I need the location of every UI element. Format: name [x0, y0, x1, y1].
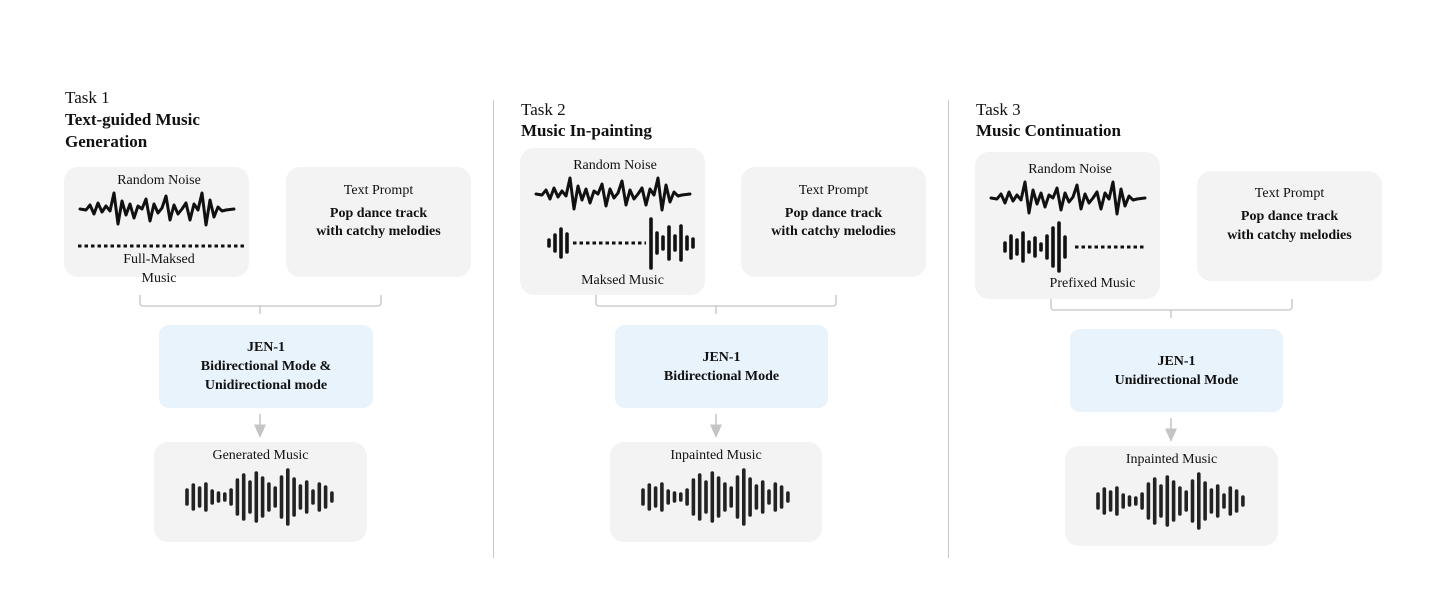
task2-bracket [595, 295, 837, 307]
task1-bracket [139, 295, 382, 307]
task2-prompt-label: Text Prompt [798, 183, 869, 198]
task1-output-label: Generated Music [212, 448, 309, 463]
task1-model-name: JEN-1 [246, 340, 286, 355]
task3-model-mode: Unidirectional Mode [1114, 372, 1239, 388]
task2-model-box: JEN-1 Bidirectional Mode [615, 325, 828, 408]
task1-model-mode-line2: Unidirectional mode [204, 378, 328, 393]
task3-output-waveform [1096, 472, 1245, 530]
task3-model-box: JEN-1 Unidirectional Mode [1070, 329, 1283, 412]
task3-prompt-label: Text Prompt [1254, 186, 1325, 201]
task2-title: Music In-painting [521, 121, 652, 140]
task2-noise-waveform [534, 176, 692, 212]
task2-noise-label: Random Noise [573, 158, 657, 173]
task1-music-label-line2: Music [141, 271, 177, 286]
task3-title: Music Continuation [976, 121, 1121, 140]
task3-output-label: Inpainted Music [1125, 452, 1218, 467]
task1-input-box [64, 167, 249, 277]
task2-masked-waveform [547, 217, 695, 270]
task2-output-waveform [641, 468, 790, 526]
task2-prompt-line2: with catchy melodies [771, 224, 896, 239]
task3-prompt-box [1197, 171, 1382, 281]
divider-2 [948, 100, 949, 558]
task3-prompt-line2: with catchy melodies [1227, 228, 1352, 243]
task1-title-line2: Generation [65, 132, 148, 151]
task1-prompt-line1: Pop dance track [329, 206, 428, 221]
task1-output-waveform [185, 468, 334, 526]
task3-bracket [1050, 299, 1293, 311]
task2-model-mode: Bidirectional Mode [663, 368, 780, 384]
task1-number: Task 1 [65, 88, 110, 107]
task2-music-label: Maksed Music [581, 273, 664, 288]
task2-output-label: Inpainted Music [670, 448, 762, 463]
task2-model-name: JEN-1 [702, 349, 741, 365]
task3-input-box [975, 152, 1160, 299]
task3-music-label: Prefixed Music [1049, 276, 1136, 291]
task2-prompt-line1: Pop dance track [784, 206, 883, 221]
task3-prefix-waveform [1003, 221, 1067, 273]
task1-prompt-box [286, 167, 471, 277]
task1-music-label-line1: Full-Maksed [123, 252, 195, 267]
task1-noise-waveform [78, 191, 236, 227]
task1-noise-label: Random Noise [117, 173, 201, 188]
task2-input-box [520, 148, 705, 295]
task1-prompt-line2: with catchy melodies [316, 224, 441, 239]
task2-number: Task 2 [521, 100, 566, 119]
task1-model-mode-line1: Bidirectional Mode & [200, 359, 332, 374]
task3-number: Task 3 [976, 100, 1021, 119]
task1-model-box: JEN-1 Bidirectional Mode & Unidirectiona… [159, 325, 373, 408]
task3-prompt-line1: Pop dance track [1240, 209, 1339, 224]
task3-model-name: JEN-1 [1157, 353, 1196, 369]
task3-noise-waveform [989, 180, 1147, 216]
divider-1 [493, 100, 494, 558]
task1-prompt-label: Text Prompt [343, 183, 414, 198]
task2-prompt-box [741, 167, 926, 277]
task1-title-line1: Text-guided Music [65, 110, 200, 129]
task3-noise-label: Random Noise [1028, 162, 1112, 177]
